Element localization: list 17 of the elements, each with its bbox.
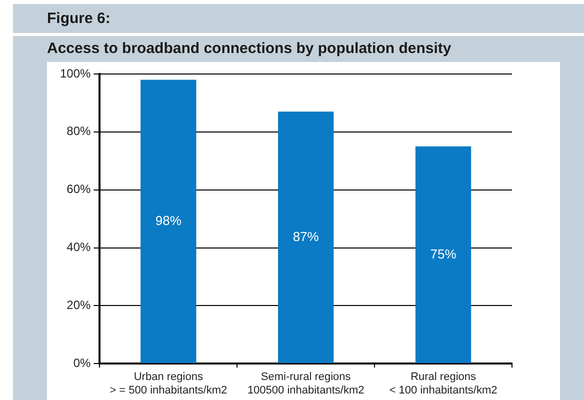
y-tick-label: 80% — [66, 124, 92, 138]
chart-subtitle: Access to broadband connections by population density — [47, 40, 452, 57]
x-tick-label: Semi-rural regions 100500 inhabitants/km2 — [247, 371, 364, 396]
x-tick-label: Rural regions < 100 inhabitants/km2 — [389, 371, 498, 396]
data-label: 87% — [292, 228, 320, 244]
bar — [415, 146, 472, 364]
chart-title: Figure 6: — [47, 10, 110, 27]
y-tick-label: 20% — [66, 298, 92, 312]
y-tick-label: 40% — [66, 240, 92, 254]
bar — [278, 112, 334, 364]
y-tick-label: 60% — [66, 182, 92, 196]
bar — [140, 80, 196, 364]
data-label: 98% — [155, 213, 182, 228]
x-tick-label: Urban regions > = 500 inhabitants/km2 — [110, 371, 228, 396]
y-tick-label: 0% — [73, 356, 92, 370]
data-label: 75% — [430, 246, 457, 262]
y-tick-label: 100% — [60, 66, 92, 80]
